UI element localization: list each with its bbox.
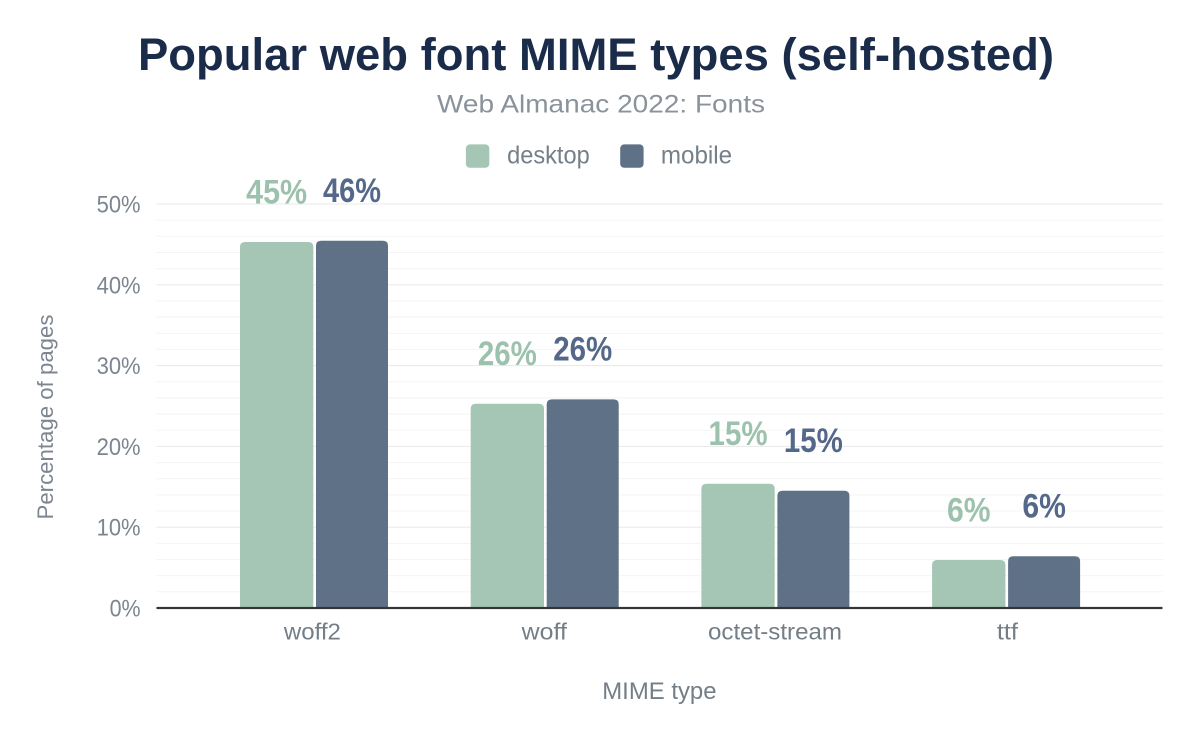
svg-text:ttf: ttf xyxy=(997,619,1018,645)
svg-text:octet-stream: octet-stream xyxy=(708,619,842,645)
svg-text:15%: 15% xyxy=(784,422,843,460)
svg-text:mobile: mobile xyxy=(661,141,732,169)
svg-text:woff2: woff2 xyxy=(283,619,341,645)
svg-text:0%: 0% xyxy=(110,596,141,623)
svg-text:MIME type: MIME type xyxy=(602,678,716,705)
svg-text:50%: 50% xyxy=(97,192,141,219)
svg-text:10%: 10% xyxy=(97,515,141,542)
svg-text:30%: 30% xyxy=(97,353,141,380)
svg-text:40%: 40% xyxy=(97,272,141,299)
svg-text:20%: 20% xyxy=(97,434,141,461)
svg-text:desktop: desktop xyxy=(507,141,590,169)
svg-text:6%: 6% xyxy=(947,491,991,529)
svg-text:26%: 26% xyxy=(553,331,612,369)
svg-text:Percentage of pages: Percentage of pages xyxy=(33,315,58,520)
svg-text:15%: 15% xyxy=(709,415,768,453)
svg-text:woff: woff xyxy=(521,619,568,645)
svg-text:Popular web font MIME types (s: Popular web font MIME types (self-hosted… xyxy=(138,29,1054,80)
svg-text:26%: 26% xyxy=(478,335,537,373)
svg-text:6%: 6% xyxy=(1022,488,1066,526)
svg-text:46%: 46% xyxy=(323,172,381,210)
svg-text:Web Almanac 2022: Fonts: Web Almanac 2022: Fonts xyxy=(437,90,765,118)
svg-text:45%: 45% xyxy=(246,173,307,211)
